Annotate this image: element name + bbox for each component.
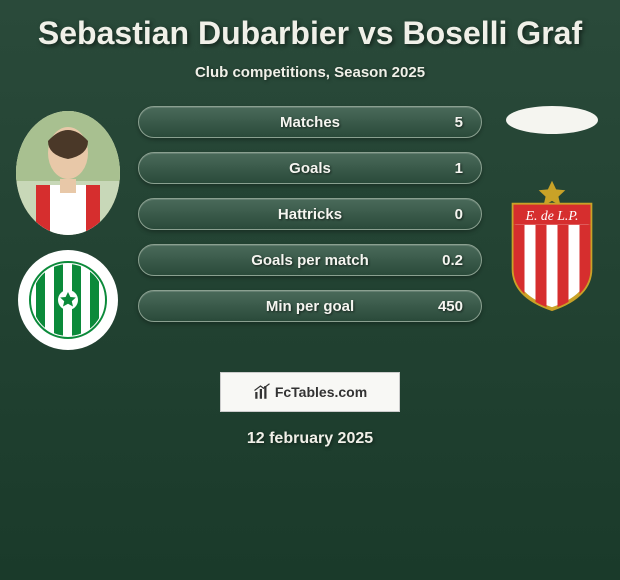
stat-label: Hattricks [197,206,423,223]
stat-right-value: 5 [423,114,463,131]
stat-right-value: 0.2 [423,252,463,269]
svg-text:E. de L.P.: E. de L.P. [525,208,579,223]
player-left-photo [16,111,120,235]
stat-label: Min per goal [197,298,423,315]
stat-label: Goals per match [197,252,423,269]
player-right-team-logo: E. de L.P. [492,174,612,314]
stat-label: Matches [197,114,423,131]
chart-icon [253,383,271,401]
stat-row-matches: Matches 5 [138,106,482,138]
left-player-column [8,106,128,350]
stat-row-goals-per-match: Goals per match 0.2 [138,244,482,276]
stat-right-value: 1 [423,160,463,177]
player-left-team-logo [18,250,118,350]
stat-row-min-per-goal: Min per goal 450 [138,290,482,322]
stat-label: Goals [197,160,423,177]
right-player-column: E. de L.P. [492,106,612,314]
comparison-row: Matches 5 Goals 1 Hattricks 0 Goals per … [0,106,620,350]
subtitle: Club competitions, Season 2025 [195,64,425,81]
stat-row-hattricks: Hattricks 0 [138,198,482,230]
date-text: 12 february 2025 [247,430,373,448]
footer-attribution: FcTables.com [220,372,400,412]
stat-right-value: 0 [423,206,463,223]
footer-label: FcTables.com [275,384,367,400]
player-right-photo-placeholder [506,106,598,134]
stats-column: Matches 5 Goals 1 Hattricks 0 Goals per … [128,106,492,322]
stat-row-goals: Goals 1 [138,152,482,184]
stat-right-value: 450 [423,298,463,315]
page-title: Sebastian Dubarbier vs Boselli Graf [38,15,582,52]
